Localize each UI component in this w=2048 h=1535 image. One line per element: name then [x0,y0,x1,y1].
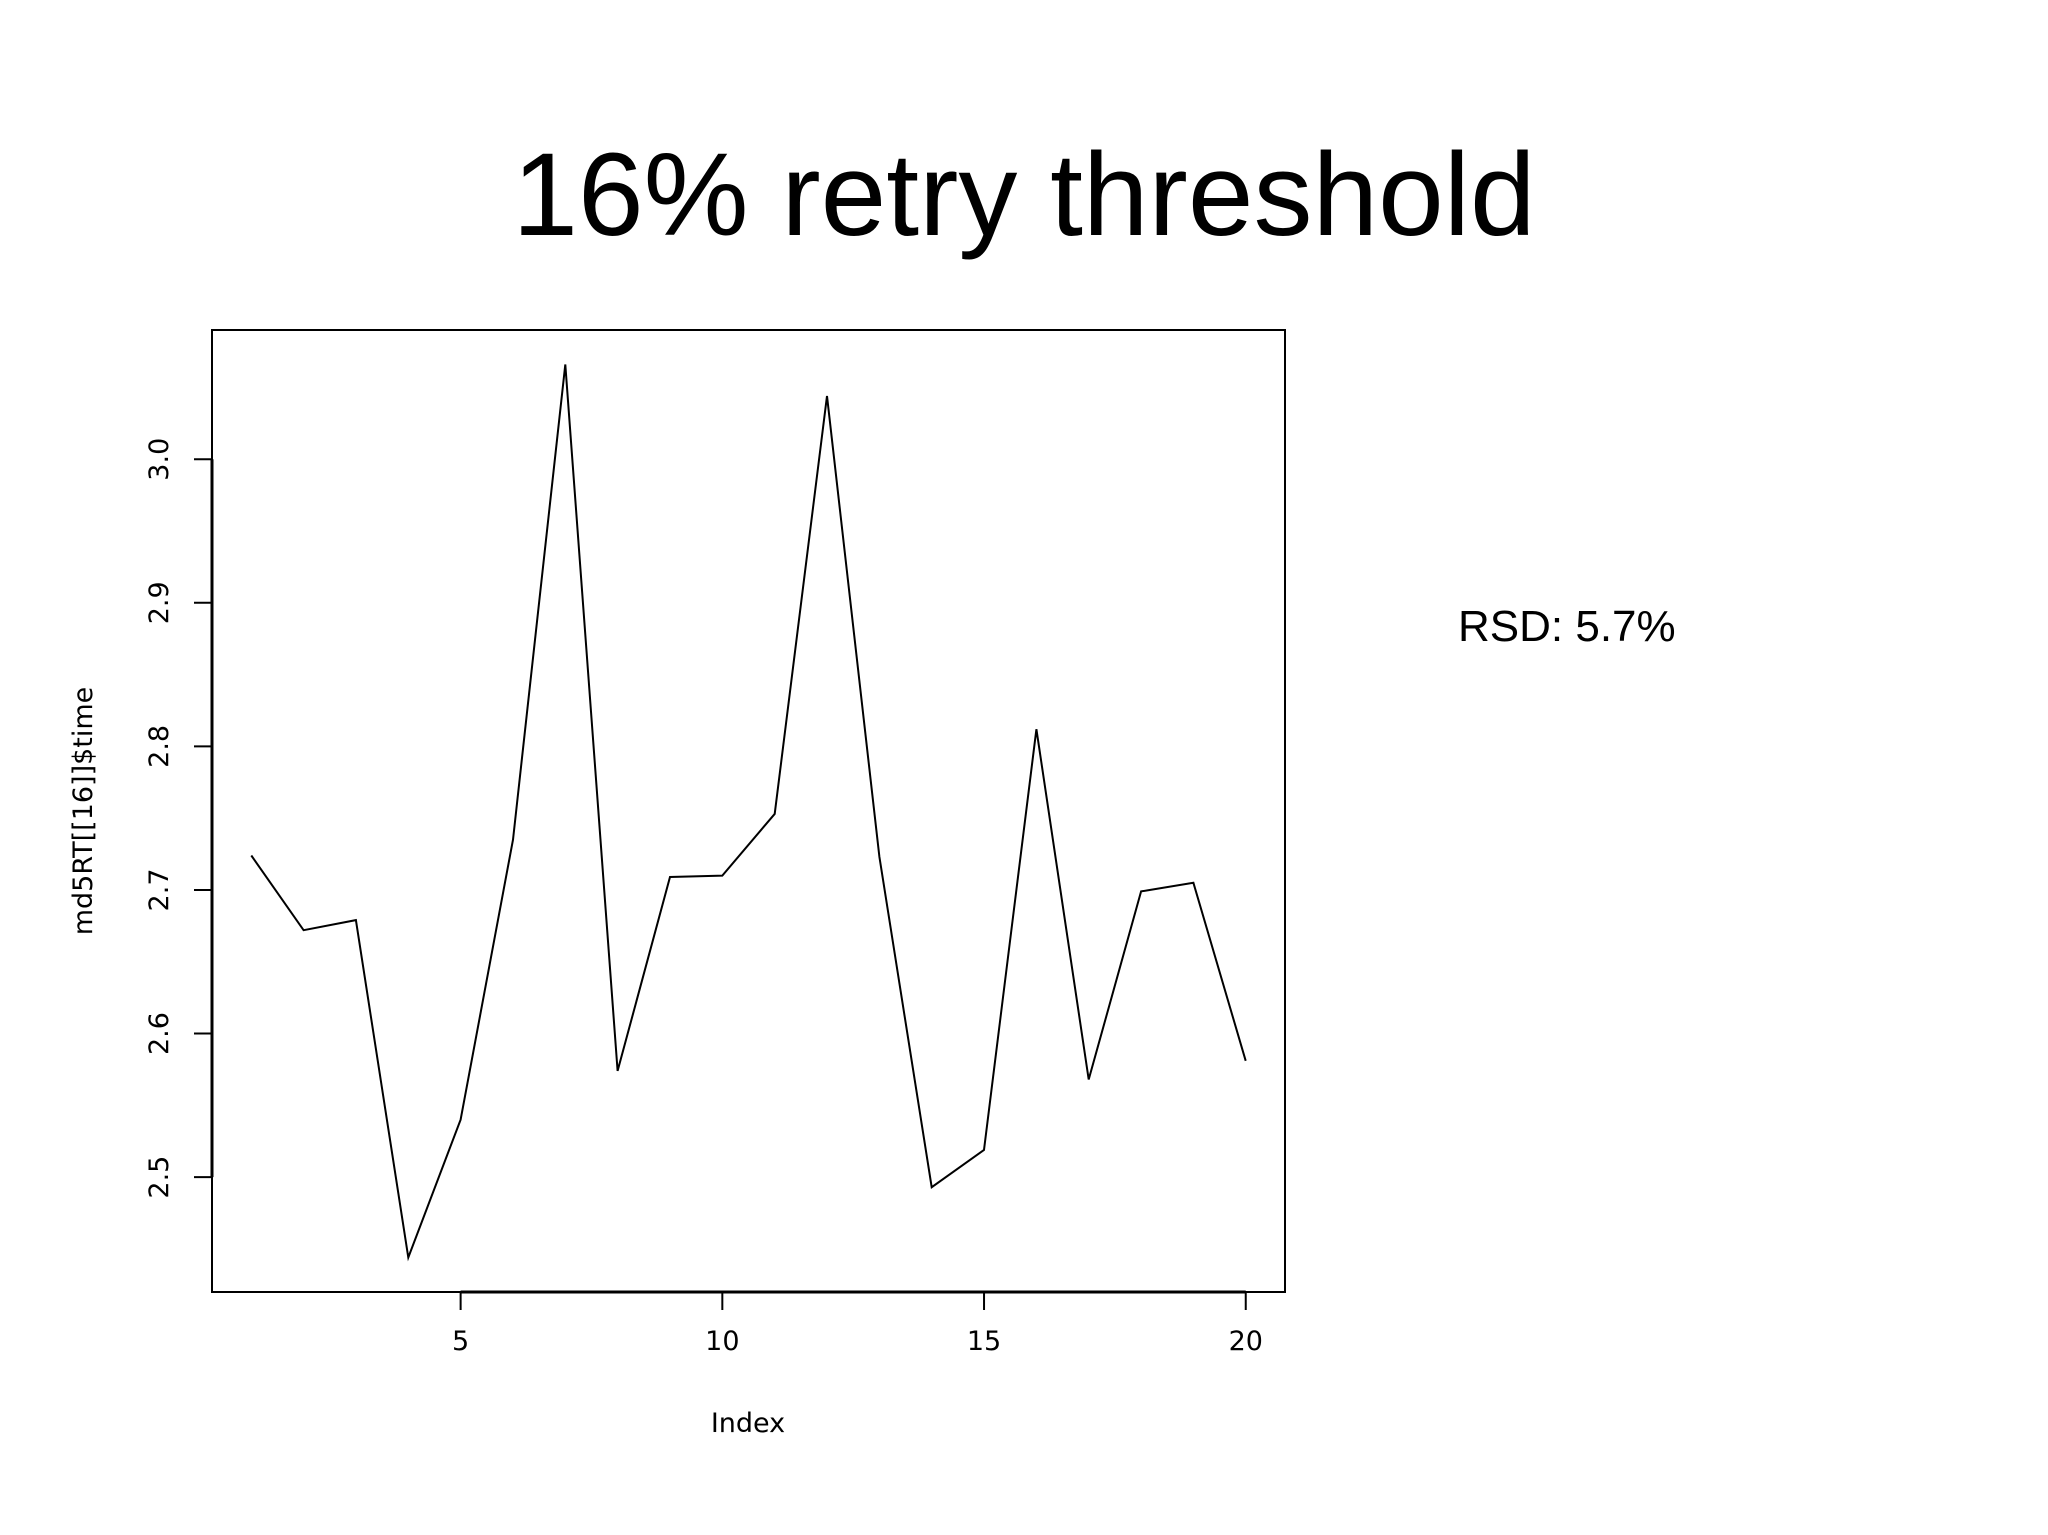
y-tick-label: 2.7 [144,868,175,911]
x-tick-label: 20 [1229,1326,1263,1357]
x-tick-label: 5 [452,1326,469,1357]
x-axis-label: Index [711,1408,785,1439]
slide-title: 16% retry threshold [512,129,1536,261]
rsd-note: RSD: 5.7% [1458,602,1676,651]
y-tick-label: 2.9 [144,581,175,624]
y-axis: 2.5 2.6 2.7 2.8 2.9 3.0 [144,438,214,1199]
y-tick-label: 2.8 [144,725,175,768]
y-tick-label: 2.5 [144,1156,175,1199]
y-tick-label: 3.0 [144,438,175,481]
x-axis: 5 10 15 20 [452,1290,1263,1357]
y-axis-label: md5RT[[16]]$time [68,687,99,936]
series-line [250,364,1247,1262]
x-tick-label: 10 [705,1326,739,1357]
x-tick-label: 15 [967,1326,1001,1357]
y-tick-label: 2.6 [144,1012,175,1055]
plot-frame [211,329,1286,1293]
